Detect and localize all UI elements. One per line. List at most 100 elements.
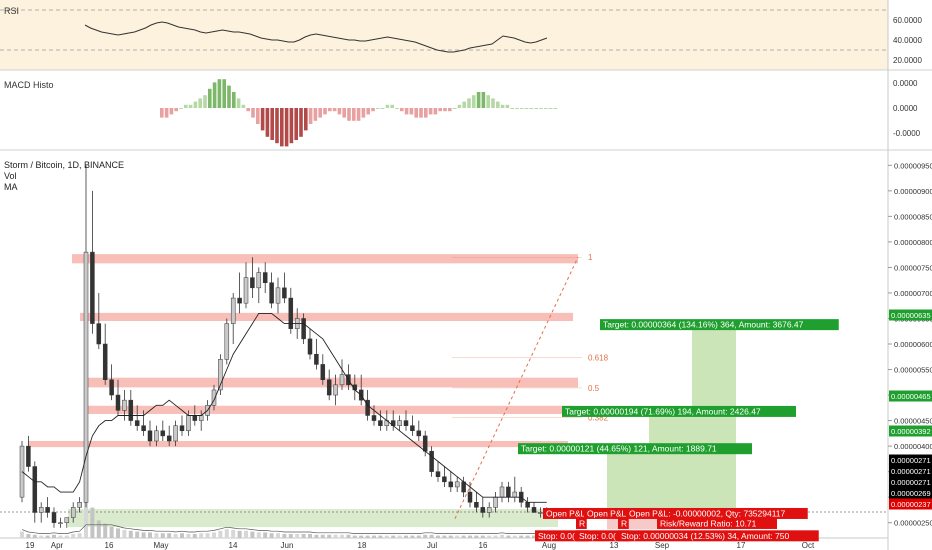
time-tick-label: 18	[358, 541, 367, 550]
volume-bar	[288, 534, 293, 538]
macd-histogram-bar	[534, 108, 538, 109]
volume-bar	[340, 534, 344, 538]
volume-bar	[205, 533, 210, 538]
candle-body	[525, 502, 530, 508]
macd-histogram-bar	[184, 104, 188, 108]
macd-histogram-bar	[318, 108, 322, 118]
candle-body	[179, 425, 185, 432]
candle-body	[102, 343, 108, 380]
volume-bar	[256, 532, 261, 538]
candle-body	[38, 507, 44, 513]
candle-body	[154, 430, 159, 442]
target-profit-zone	[692, 326, 736, 512]
volume-bar	[237, 530, 242, 538]
macd-histogram-bar	[208, 88, 212, 108]
candle-body	[499, 486, 505, 498]
macd-histogram-bar	[539, 108, 543, 109]
labels-layer: Target: 0.00000364 (134.16%) 364, Amount…	[518, 319, 839, 542]
candle-body	[275, 287, 281, 304]
candle-body	[256, 272, 262, 289]
candle-body	[269, 282, 274, 304]
candle-body	[128, 399, 134, 421]
volume-layer	[20, 502, 549, 538]
macd-histogram-bar	[366, 108, 370, 115]
resistance-zones	[28, 254, 578, 448]
macd-histogram-bar	[304, 108, 308, 131]
volume-bar	[391, 535, 396, 538]
open-pl-label-background	[584, 507, 628, 519]
macd-histogram-bar	[428, 108, 433, 115]
volume-bar	[436, 535, 440, 538]
macd-histogram-bar	[376, 108, 380, 109]
volume-bar	[410, 535, 415, 538]
volume-bar	[103, 523, 108, 538]
volume-bar	[250, 531, 255, 538]
volume-bar	[308, 534, 312, 538]
price-tick-label: 0.00000800	[894, 238, 932, 247]
volume-bar	[397, 535, 402, 538]
macd-histogram-bar	[529, 108, 534, 109]
macd-tick-label: 0.0000	[893, 79, 918, 88]
stop-label: Stop: 0.0(	[579, 531, 616, 541]
candle-body	[365, 399, 370, 416]
time-tick-label: Jun	[281, 541, 294, 550]
candle-body	[320, 364, 326, 380]
macd-histogram-bar	[342, 108, 346, 118]
price-marker-label: 0.00000635	[891, 311, 931, 320]
candle-body	[301, 318, 306, 340]
macd-histogram-bar	[164, 108, 169, 118]
fib-level-label: 1	[588, 253, 593, 262]
price-marker-label: 0.00000237	[891, 500, 931, 509]
candle-body	[486, 507, 492, 513]
macd-histogram-bar	[313, 108, 318, 121]
stop-label: Stop: 0.00000034 (12.53%) 34, Amount: 75…	[621, 531, 790, 541]
time-tick-label: Oct	[802, 541, 815, 550]
open-pl-label: Open P&L	[546, 508, 585, 518]
candle-body	[70, 507, 76, 518]
macd-histogram-bar	[203, 95, 207, 108]
volume-bar	[384, 535, 389, 538]
candle-body	[307, 338, 313, 355]
macd-histogram-bar	[414, 108, 418, 118]
candle-body	[480, 507, 486, 513]
resistance-zone	[72, 254, 578, 264]
candle-body	[448, 481, 454, 488]
price-tick-label: 0.00000400	[894, 442, 932, 451]
candle-body	[493, 496, 498, 508]
resistance-zone	[88, 377, 578, 388]
macd-histogram-bar	[323, 108, 327, 115]
candle-body	[58, 522, 63, 524]
candle-body	[416, 430, 422, 437]
macd-histogram-bar	[433, 108, 438, 115]
candle-body	[288, 297, 294, 329]
macd-histogram-bar	[284, 108, 289, 147]
candles-layer	[19, 165, 550, 528]
volume-bar	[378, 535, 383, 538]
candle-body	[326, 379, 332, 396]
target-label: Target: 0.00000364 (134.16%) 364, Amount…	[603, 320, 804, 330]
macd-histogram-bar	[491, 98, 495, 108]
candle-body	[90, 251, 95, 324]
candle-body	[45, 507, 50, 513]
volume-bar	[532, 535, 536, 538]
macd-histogram-bar	[174, 108, 178, 112]
rsi-tick-label: 60.0000	[893, 16, 922, 25]
candle-body	[26, 445, 31, 467]
candle-body	[173, 425, 178, 442]
ma-indicator-label[interactable]: MA	[4, 182, 18, 192]
volume-bar	[199, 533, 204, 538]
volume-indicator-label[interactable]: Vol	[4, 171, 17, 181]
candle-body	[512, 491, 518, 498]
candle-body	[186, 415, 191, 432]
macd-histogram-bar	[160, 108, 164, 118]
risk-reward-label-background	[657, 517, 777, 529]
macd-histogram-bar	[448, 108, 452, 112]
risk-reward-prefix: R	[579, 518, 585, 528]
volume-bar	[20, 531, 24, 538]
price-marker-label: 0.00000271	[891, 467, 931, 476]
volume-bar	[320, 534, 325, 538]
symbol-title[interactable]: Storm / Bitcoin, 1D, BINANCE	[4, 160, 125, 170]
stop-label-background	[618, 530, 819, 542]
candle-body	[230, 297, 236, 324]
